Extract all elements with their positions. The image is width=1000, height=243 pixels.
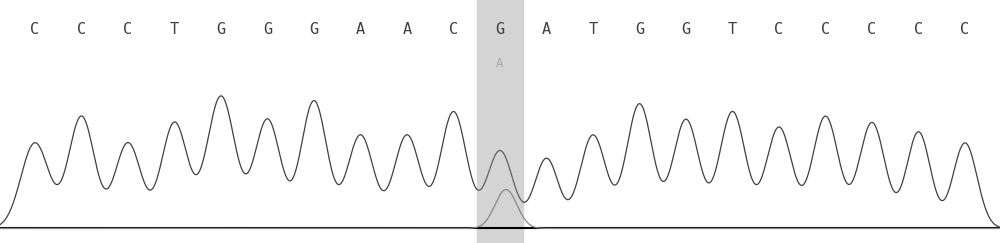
Text: A: A <box>402 22 412 37</box>
Text: G: G <box>309 22 319 37</box>
Text: T: T <box>728 22 737 37</box>
Text: G: G <box>495 22 505 37</box>
Text: A: A <box>542 22 551 37</box>
Text: G: G <box>216 22 226 37</box>
Text: G: G <box>263 22 272 37</box>
Text: A: A <box>356 22 365 37</box>
Text: C: C <box>867 22 877 37</box>
Text: C: C <box>821 22 830 37</box>
Text: C: C <box>774 22 784 37</box>
Text: G: G <box>681 22 691 37</box>
Text: C: C <box>449 22 458 37</box>
Text: G: G <box>635 22 644 37</box>
Bar <box>477 0 523 243</box>
Text: C: C <box>123 22 133 37</box>
Text: A: A <box>496 57 504 70</box>
Text: T: T <box>170 22 179 37</box>
Text: C: C <box>960 22 970 37</box>
Text: C: C <box>30 22 40 37</box>
Text: C: C <box>914 22 923 37</box>
Text: T: T <box>588 22 598 37</box>
Text: C: C <box>77 22 86 37</box>
